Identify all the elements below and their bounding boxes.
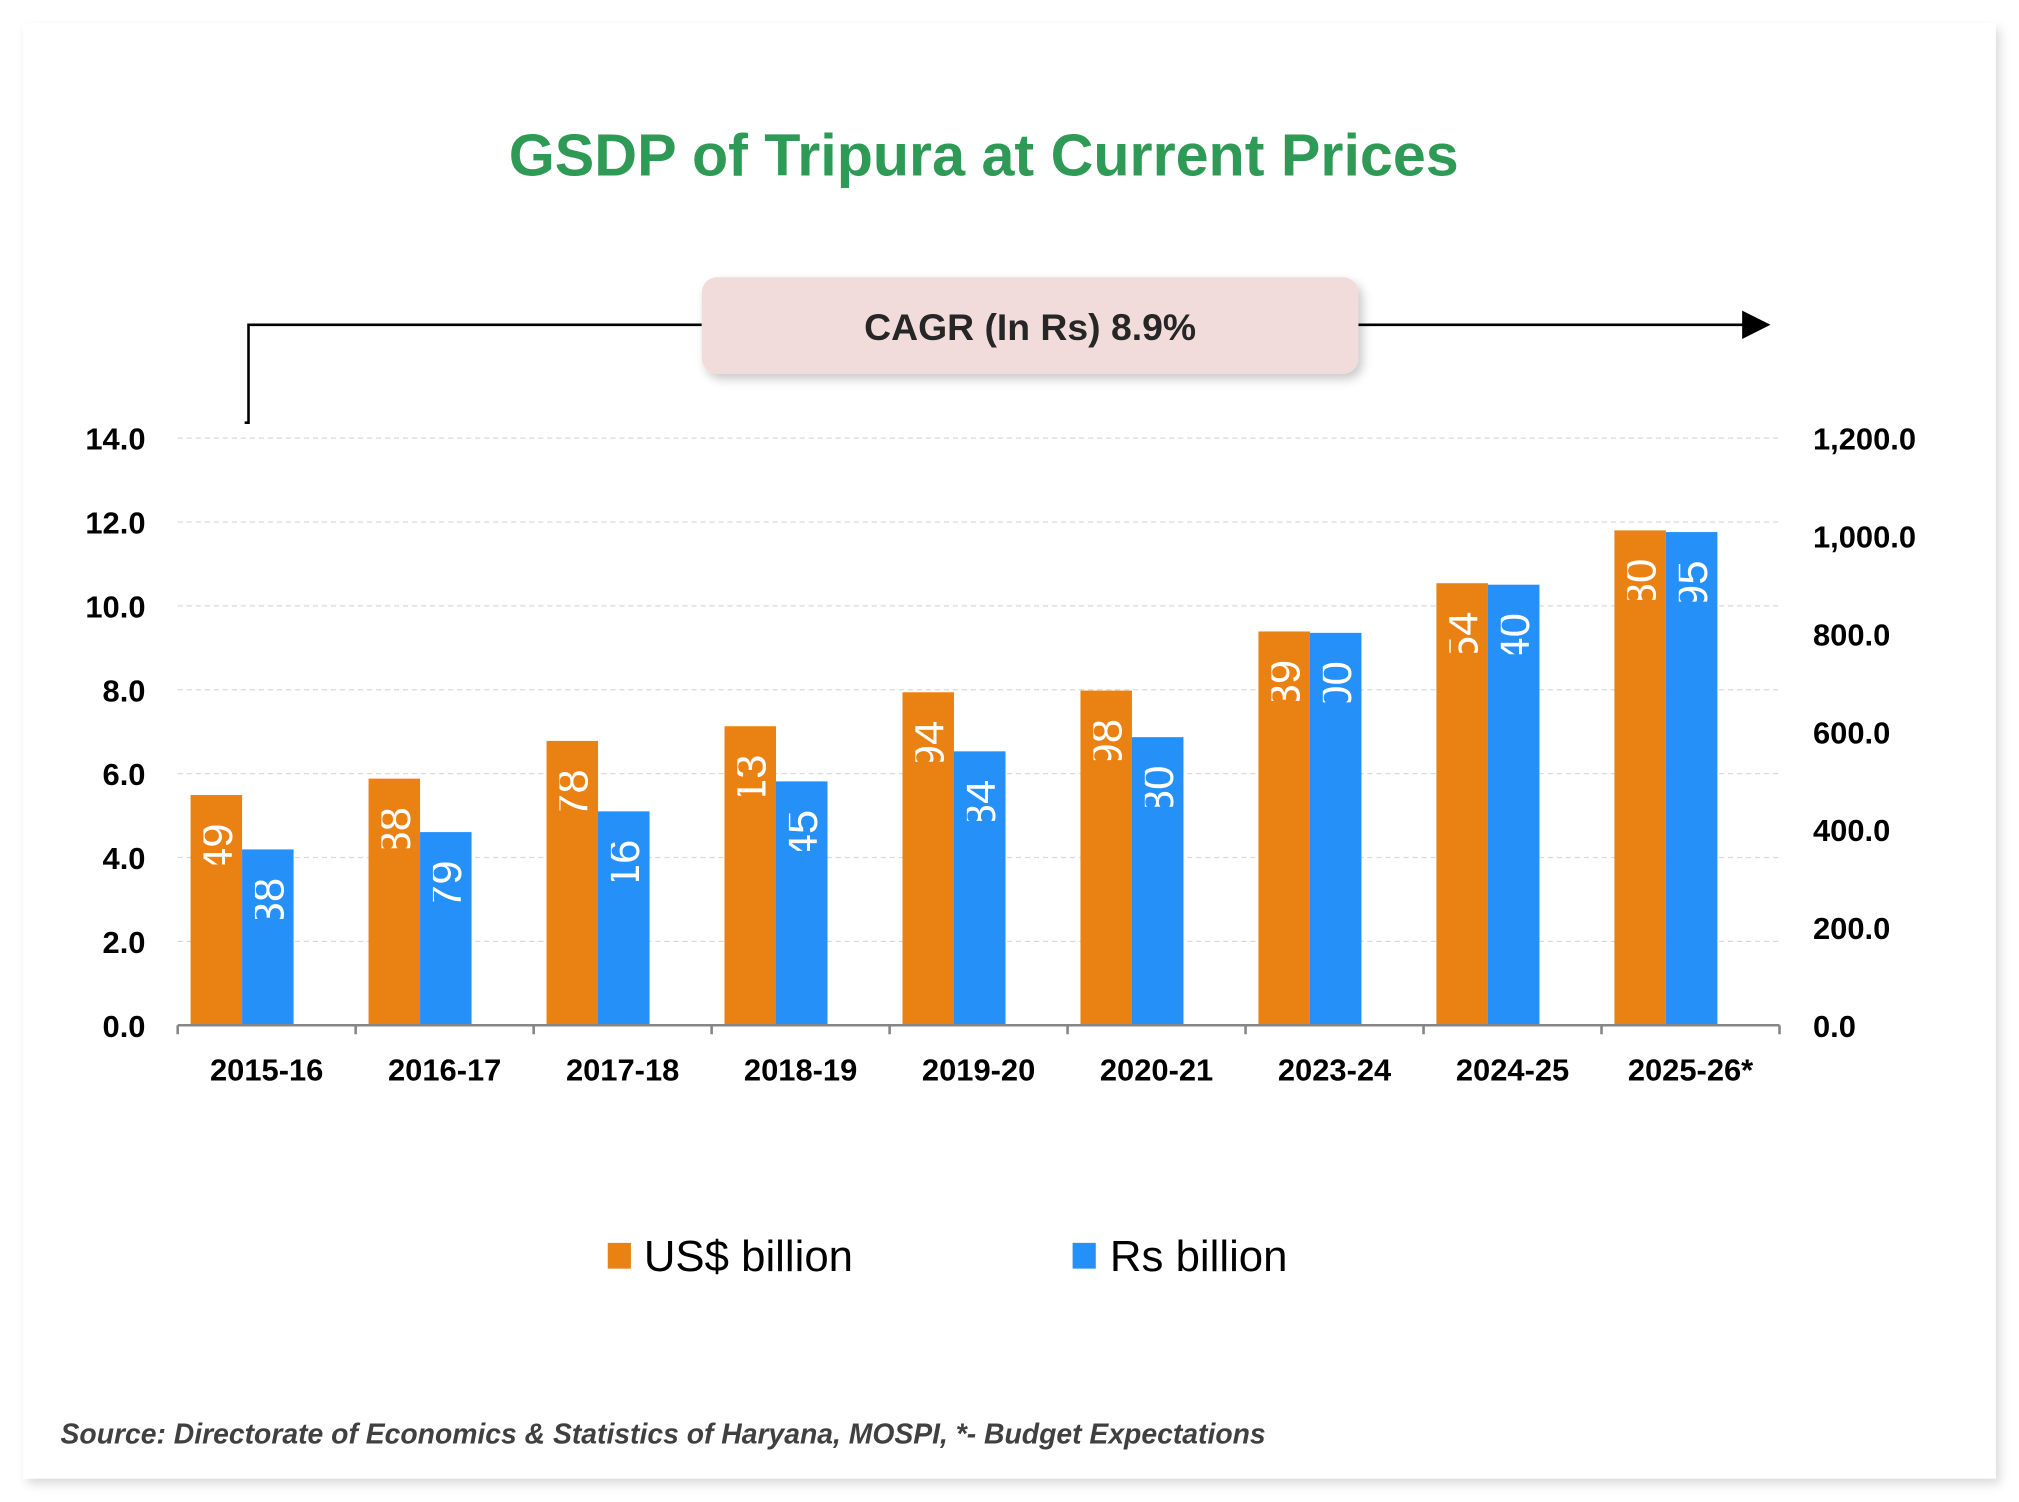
bar-data-label: 588.80	[1134, 765, 1183, 899]
x-tick-label: 2017-18	[566, 1053, 679, 1088]
y-right-tick-label: 400.0	[1813, 813, 1890, 848]
y-left-tick-label: 6.0	[103, 757, 146, 792]
arrow-right-icon	[1742, 310, 1771, 339]
bar-data-label: 10.54	[1439, 612, 1488, 722]
legend-swatch-rs	[1072, 1242, 1096, 1269]
x-tick-label: 2020-21	[1100, 1053, 1213, 1088]
bar-usd	[1080, 690, 1132, 1026]
bar-data-label: 11.80	[1617, 559, 1666, 665]
bar-data-label: 5.49	[193, 823, 242, 908]
chart-title: GSDP of Tripura at Current Prices	[509, 121, 1459, 188]
bar-rs	[953, 751, 1006, 1026]
bar-data-label: 6.78	[549, 769, 598, 854]
bars: 5.49359.38 5.88394.79 6.78437.16 7.13498.45…	[190, 530, 1718, 1026]
bar-data-label: 437.16	[600, 840, 649, 974]
bar-data-label: 9.39	[1261, 660, 1310, 745]
bar-usd	[368, 778, 421, 1026]
bar-rs	[776, 781, 828, 1026]
y-left-tick-label: 12.0	[85, 506, 145, 541]
bar-usd	[1614, 530, 1666, 1026]
bar-rs	[598, 811, 650, 1026]
x-tick-label: 2019-20	[922, 1053, 1035, 1088]
bar-usd	[190, 795, 243, 1026]
bar-data-label: 7.94	[905, 721, 954, 806]
legend-label-usd: US$ billion	[644, 1232, 853, 1281]
y-left-tick-label: 0.0	[103, 1009, 146, 1044]
x-tick-label: 2023-24	[1278, 1053, 1392, 1088]
bar-rs	[1131, 737, 1184, 1026]
bar-usd	[902, 692, 954, 1026]
x-tick-label: 2018-19	[744, 1053, 857, 1088]
legend: US$ billion Rs billion	[607, 1232, 1288, 1281]
bar-data-label: 7.13	[727, 755, 776, 840]
bar-data-label: 900.40	[1490, 613, 1539, 747]
bar-data-label: 359.38	[244, 878, 293, 1012]
x-tick-label: 2016-17	[388, 1053, 501, 1088]
bar-data-label: 5.88	[371, 807, 420, 892]
y-left-tick-label: 2.0	[103, 925, 146, 960]
bar-data-label: 559.84	[956, 780, 1005, 914]
legend-label-rs: Rs billion	[1110, 1232, 1288, 1281]
bar-rs	[1309, 632, 1362, 1026]
bar-data-label: 7.98	[1083, 719, 1132, 804]
legend-swatch-usd	[607, 1242, 631, 1269]
bar-usd	[546, 740, 599, 1026]
x-tick-label: 2015-16	[210, 1053, 323, 1088]
bar-usd	[1436, 583, 1488, 1026]
bar-rs	[242, 849, 294, 1026]
y-left-tick-label: 14.0	[85, 422, 145, 457]
bar-usd	[724, 726, 777, 1026]
bar-usd	[1258, 631, 1310, 1026]
bar-data-label: 802.00	[1312, 661, 1361, 795]
y-left-tick-label: 10.0	[85, 589, 145, 624]
cagr-box	[701, 277, 1359, 374]
x-tick-label: 2025-26*	[1628, 1053, 1753, 1088]
bar-data-label: 498.45	[778, 810, 827, 944]
y-right-tick-label: 1,000.0	[1813, 520, 1916, 555]
y-left-tick-label: 4.0	[103, 841, 146, 876]
y-right-tick-label: 800.0	[1813, 617, 1890, 652]
cagr-bracket-left	[244, 323, 702, 424]
y-left-tick-label: 8.0	[103, 673, 146, 708]
y-right-tick-label: 0.0	[1813, 1009, 1856, 1044]
cagr-annotation: CAGR (In Rs) 8.9%	[244, 277, 1771, 424]
x-tick-label: 2024-25	[1456, 1053, 1569, 1088]
bar-rs	[1665, 532, 1718, 1026]
source-note: Source: Directorate of Economics & Stati…	[61, 1419, 1266, 1451]
y-right-tick-label: 200.0	[1813, 911, 1890, 946]
bar-data-label: 1007.95	[1668, 560, 1717, 718]
y-right-tick-label: 1,200.0	[1813, 422, 1916, 457]
y-right-tick-label: 600.0	[1813, 715, 1890, 750]
bar-data-label: 394.79	[422, 860, 471, 994]
bar-rs	[420, 832, 472, 1026]
axes: 0.0 2.0 4.0 6.0 8.0 10.0 12.0 14.0 0.0 200.0 400.0…	[85, 422, 1916, 1088]
bar-rs	[1487, 584, 1540, 1026]
cagr-text: CAGR (In Rs) 8.9%	[864, 306, 1196, 348]
